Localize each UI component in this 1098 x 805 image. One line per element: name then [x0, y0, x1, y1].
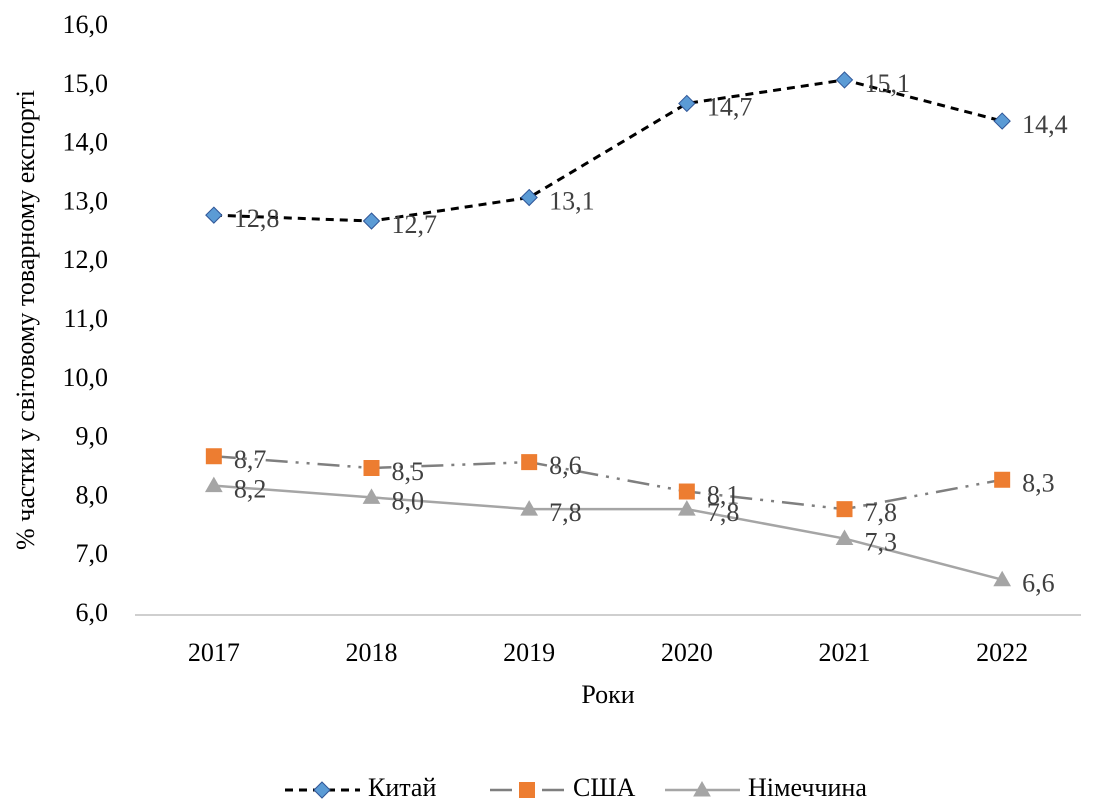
y-tick-label: 14,0	[63, 128, 109, 157]
x-axis-title: Роки	[581, 680, 634, 709]
data-label: 14,4	[1022, 110, 1068, 139]
marker	[313, 781, 331, 799]
x-tick-label: 2020	[661, 638, 713, 667]
data-label: 8,2	[234, 475, 266, 504]
marker	[835, 529, 854, 546]
data-label: 8,1	[707, 480, 740, 509]
marker	[205, 206, 223, 224]
data-label: 12,7	[392, 210, 438, 239]
legend-label: Німеччина	[748, 773, 867, 802]
data-label: 14,7	[707, 92, 753, 121]
marker	[521, 454, 538, 471]
marker	[520, 188, 538, 207]
data-label: 8,0	[392, 486, 425, 515]
x-tick-label: 2017	[188, 638, 240, 667]
y-tick-label: 7,0	[76, 539, 109, 568]
legend-label: США	[573, 773, 636, 802]
data-label: 13,1	[549, 186, 595, 215]
marker	[204, 476, 223, 493]
data-label: 8,5	[392, 457, 425, 486]
data-label: 7,8	[549, 498, 582, 527]
legend-label: Китай	[368, 773, 436, 802]
marker	[693, 780, 711, 797]
data-label: 15,1	[865, 69, 911, 98]
y-tick-label: 13,0	[63, 186, 109, 215]
y-tick-label: 12,0	[63, 245, 109, 274]
data-label: 8,7	[234, 445, 266, 474]
y-tick-label: 15,0	[63, 69, 109, 98]
data-label: 12,8	[234, 204, 279, 233]
marker	[205, 448, 222, 465]
data-label: 7,8	[865, 498, 898, 527]
marker	[836, 501, 853, 518]
marker	[993, 570, 1012, 587]
marker	[678, 94, 696, 113]
data-label: 7,8	[707, 498, 740, 527]
data-label: 6,6	[1022, 569, 1055, 598]
marker	[993, 112, 1011, 130]
x-tick-label: 2018	[346, 638, 398, 667]
data-label: 8,3	[1022, 469, 1055, 498]
marker	[363, 460, 380, 476]
y-tick-label: 16,0	[63, 10, 109, 39]
y-axis-title: % частки у світовому товарному експорті	[11, 90, 40, 550]
series-line	[213, 454, 1003, 511]
marker	[677, 500, 696, 516]
marker	[520, 500, 539, 516]
marker	[994, 471, 1011, 488]
series-line	[213, 484, 1003, 581]
marker	[362, 488, 381, 504]
marker	[835, 71, 854, 89]
y-tick-label: 8,0	[76, 480, 109, 509]
y-tick-label: 9,0	[76, 422, 109, 451]
y-tick-label: 6,0	[76, 598, 109, 627]
x-tick-label: 2019	[503, 638, 555, 667]
marker	[519, 782, 535, 798]
x-tick-label: 2021	[819, 638, 871, 667]
marker	[362, 212, 381, 230]
data-label: 7,3	[865, 528, 898, 557]
x-tick-label: 2022	[976, 638, 1028, 667]
series-line	[213, 78, 1003, 223]
data-label: 8,6	[549, 451, 582, 480]
marker	[678, 483, 695, 500]
y-tick-label: 10,0	[63, 363, 109, 392]
y-tick-label: 11,0	[63, 304, 108, 333]
